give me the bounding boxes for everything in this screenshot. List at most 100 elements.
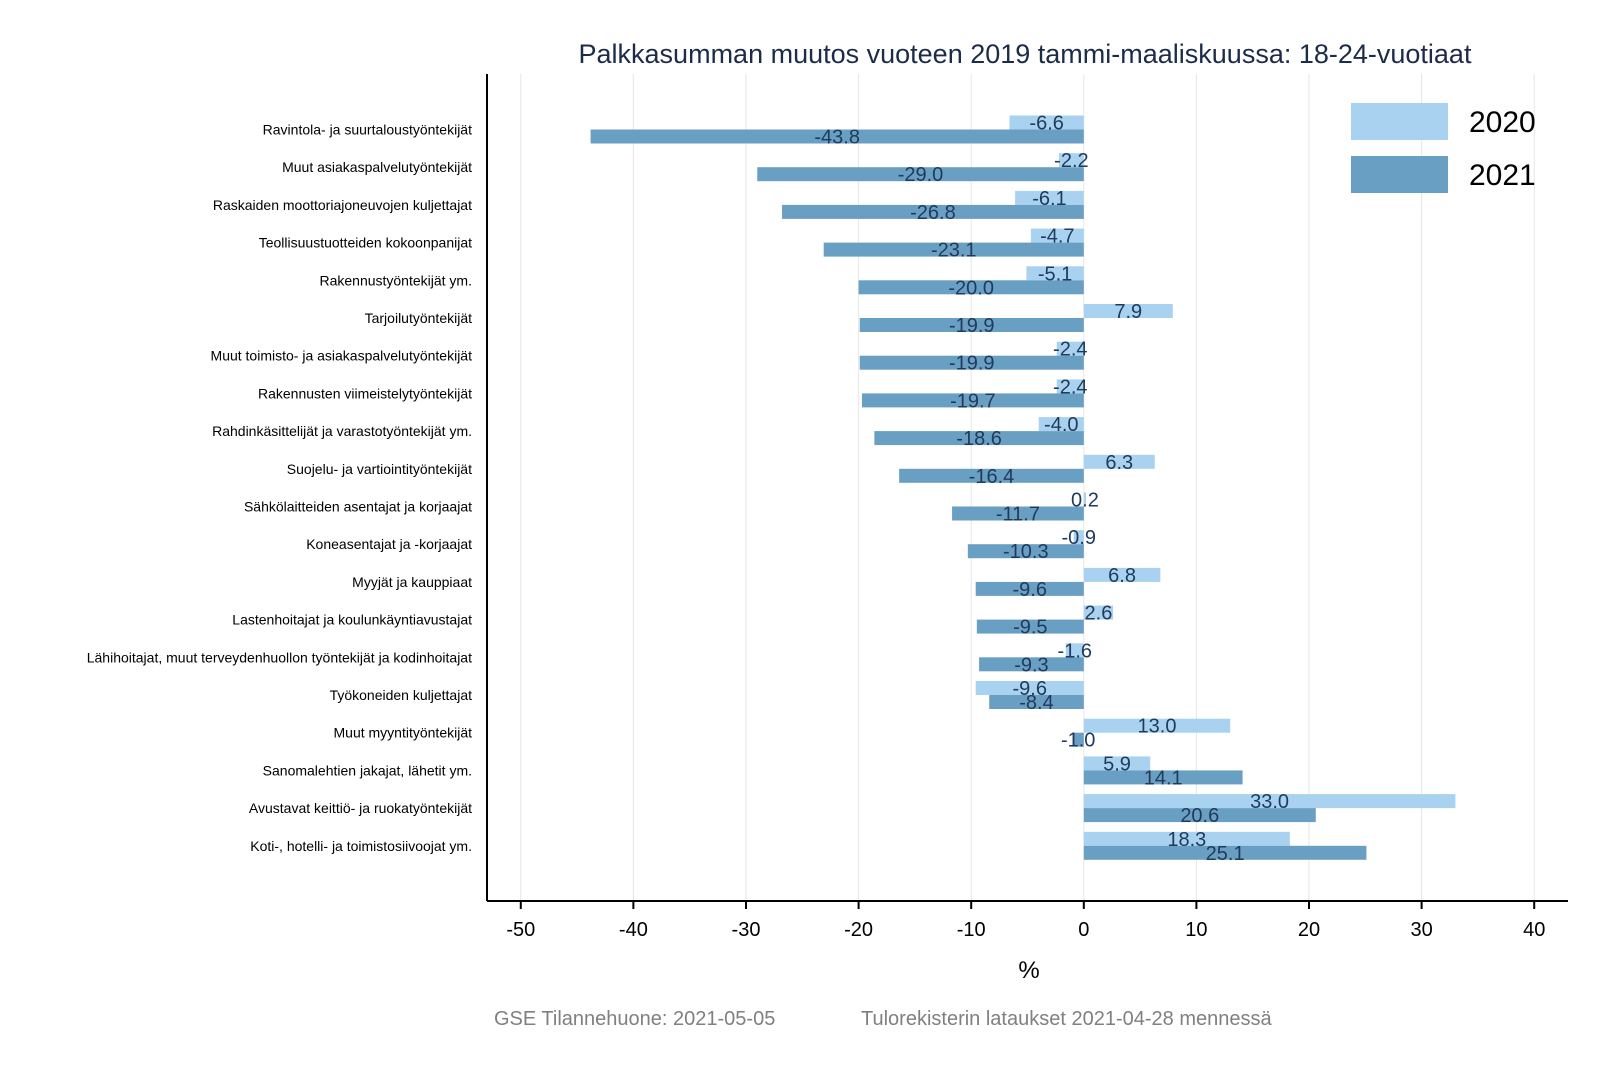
bar-2020 (1083, 454, 1155, 469)
category-label: Työkoneiden kuljettajat (330, 687, 473, 703)
category-label: Rahdinkäsittelijät ja varastotyöntekijät… (212, 423, 472, 439)
x-tick-label-0: -50 (506, 919, 535, 941)
data-label-2020: -6.6 (1029, 113, 1063, 135)
bar-2021 (975, 581, 1084, 596)
category-label: Muut asiakaspalvelutyöntekijät (282, 159, 472, 175)
category-label: Lähihoitajat, muut terveydenhuollon työn… (87, 649, 472, 665)
axes: -50 -40 -30 -20 -10 0 10 20 30 40 (486, 74, 1568, 941)
bar-2021 (858, 280, 1084, 295)
data-label-2021: 20.6 (1180, 805, 1219, 827)
chart-title: Palkkasumman muutos vuoteen 2019 tammi-m… (579, 39, 1472, 69)
bar-2021 (1083, 808, 1316, 823)
data-label-2020: -0.9 (1062, 527, 1096, 549)
bar-2021 (861, 393, 1084, 408)
bar-layer (590, 115, 1456, 860)
x-tick-label-5: 0 (1078, 919, 1089, 941)
data-label-2021: -9.3 (1014, 654, 1048, 676)
category-label: Muut myyntityöntekijät (334, 725, 473, 741)
category-labels: Ravintola- ja suurtaloustyöntekijät Muut … (87, 122, 472, 854)
category-label: Rakennusten viimeistelytyöntekijät (258, 385, 472, 401)
category-label: Sanomalehtien jakajat, lähetit ym. (263, 762, 472, 778)
bar-2020 (1083, 492, 1087, 507)
category-label: Myyjät ja kauppiaat (352, 574, 472, 590)
bar-2020 (1056, 341, 1084, 356)
data-label-2021: -26.8 (910, 202, 956, 224)
bar-2020 (1059, 153, 1084, 168)
data-label-2020: -4.7 (1040, 226, 1074, 248)
data-label-2021: -29.0 (898, 164, 944, 186)
bar-2021 (823, 242, 1084, 257)
bar-2021 (1072, 732, 1084, 747)
data-label-2021: -8.4 (1019, 692, 1053, 714)
x-tick-label-4: -10 (957, 919, 986, 941)
bar-2021 (782, 204, 1084, 219)
data-label-2020: 13.0 (1138, 716, 1177, 738)
data-label-2020: 5.9 (1103, 753, 1131, 775)
bar-2020 (1083, 794, 1456, 809)
data-label-2021: -20.0 (948, 277, 994, 299)
bar-2021 (976, 619, 1084, 634)
data-label-2021: -9.6 (1013, 579, 1047, 601)
data-label-2020: 6.8 (1108, 565, 1136, 587)
bar-2020 (1056, 379, 1084, 394)
category-label: Raskaiden moottoriajoneuvojen kuljettaja… (213, 197, 472, 213)
category-label: Avustavat keittiö- ja ruokatyöntekijät (249, 800, 472, 816)
data-label-2020: -9.6 (1013, 678, 1047, 700)
x-tick-label-8: 30 (1410, 919, 1432, 941)
bar-2020 (1009, 115, 1084, 130)
data-label-2021: -9.5 (1013, 617, 1047, 639)
category-label: Rakennustyöntekijät ym. (319, 272, 472, 288)
x-tick-label-7: 20 (1298, 919, 1320, 941)
bar-2021 (1083, 845, 1367, 860)
category-label: Ravintola- ja suurtaloustyöntekijät (263, 122, 472, 138)
footer-note: Tulorekisterin lataukset 2021-04-28 menn… (861, 1008, 1272, 1030)
bar-2020 (1026, 266, 1084, 281)
bar-2020 (1083, 831, 1290, 846)
data-label-2020: -2.4 (1053, 339, 1087, 361)
data-label-2021: -43.8 (814, 127, 860, 149)
bar-2021 (859, 318, 1084, 332)
footer-source: GSE Tilannehuone: 2021-05-05 (494, 1008, 775, 1030)
data-label-2021: 14.1 (1144, 767, 1183, 789)
data-label-2020: -4.0 (1044, 414, 1078, 436)
x-tick-label-6: 10 (1185, 919, 1207, 941)
data-label-2020: 0.2 (1071, 490, 1099, 512)
category-label: Sähkölaitteiden asentajat ja korjaajat (244, 499, 472, 515)
bar-2021 (859, 355, 1084, 370)
legend-label-2021: 2021 (1469, 159, 1536, 192)
category-label: Suojelu- ja vartiointityöntekijät (287, 461, 472, 477)
data-label-2020: 6.3 (1105, 452, 1133, 474)
data-label-2020: -5.1 (1038, 263, 1072, 285)
data-label-2021: -11.7 (996, 504, 1040, 526)
data-label-layer: -6.6 -43.8 -2.2 -29.0 -6.1 -26.8 -4.7 -23.1 -5.1… (814, 113, 1289, 865)
bar-2020 (1083, 304, 1173, 318)
data-label-2020: -2.4 (1053, 376, 1087, 398)
bar-2021 (967, 544, 1084, 559)
data-label-2021: -16.4 (969, 466, 1015, 488)
bar-2021 (590, 129, 1084, 144)
bar-2020 (1038, 417, 1084, 432)
x-tick-label-1: -40 (619, 919, 648, 941)
bar-2020 (1083, 756, 1151, 771)
data-label-2021: -18.6 (956, 428, 1002, 450)
category-label: Muut toimisto- ja asiakaspalvelutyönteki… (211, 348, 473, 364)
bar-2021 (979, 657, 1084, 672)
legend-swatch-2021 (1351, 156, 1448, 193)
bar-2020 (1083, 605, 1114, 620)
data-label-2020: -1.6 (1058, 640, 1092, 662)
bar-2020 (1065, 643, 1084, 658)
bar-2020 (1015, 190, 1084, 205)
bar-2020 (1030, 228, 1084, 243)
bar-2021 (1083, 770, 1243, 785)
data-label-2021: -1.0 (1061, 730, 1095, 752)
bar-2021 (952, 506, 1084, 521)
x-tick-label-2: -30 (732, 919, 761, 941)
category-label: Koti-, hotelli- ja toimistosiivoojat ym. (250, 838, 472, 854)
data-label-2021: -19.7 (950, 390, 996, 412)
data-label-2020: -6.1 (1032, 188, 1066, 210)
bar-2020 (1073, 530, 1084, 545)
legend-label-2020: 2020 (1469, 106, 1536, 139)
bar-2020 (975, 681, 1084, 695)
category-label: Tarjoilutyöntekijät (365, 310, 472, 326)
